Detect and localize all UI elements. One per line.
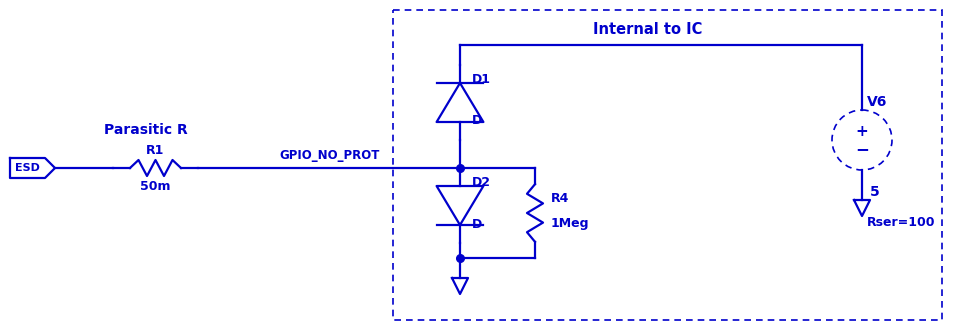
Text: −: − [855, 140, 869, 158]
Text: GPIO_NO_PROT: GPIO_NO_PROT [280, 148, 380, 161]
Text: V6: V6 [867, 95, 887, 109]
Text: Parasitic R: Parasitic R [104, 123, 188, 137]
Text: Internal to IC: Internal to IC [593, 22, 702, 37]
Text: ESD: ESD [14, 163, 39, 173]
Text: D: D [472, 217, 482, 230]
Text: Rser=100: Rser=100 [867, 215, 935, 228]
Text: D2: D2 [472, 176, 491, 189]
Text: D: D [472, 115, 482, 128]
Text: 5: 5 [870, 185, 880, 199]
Text: R4: R4 [551, 193, 569, 205]
Text: +: + [855, 125, 869, 139]
Text: 1Meg: 1Meg [551, 216, 589, 229]
Text: 50m: 50m [141, 180, 170, 193]
Text: R1: R1 [146, 143, 165, 156]
Text: D1: D1 [472, 73, 491, 86]
